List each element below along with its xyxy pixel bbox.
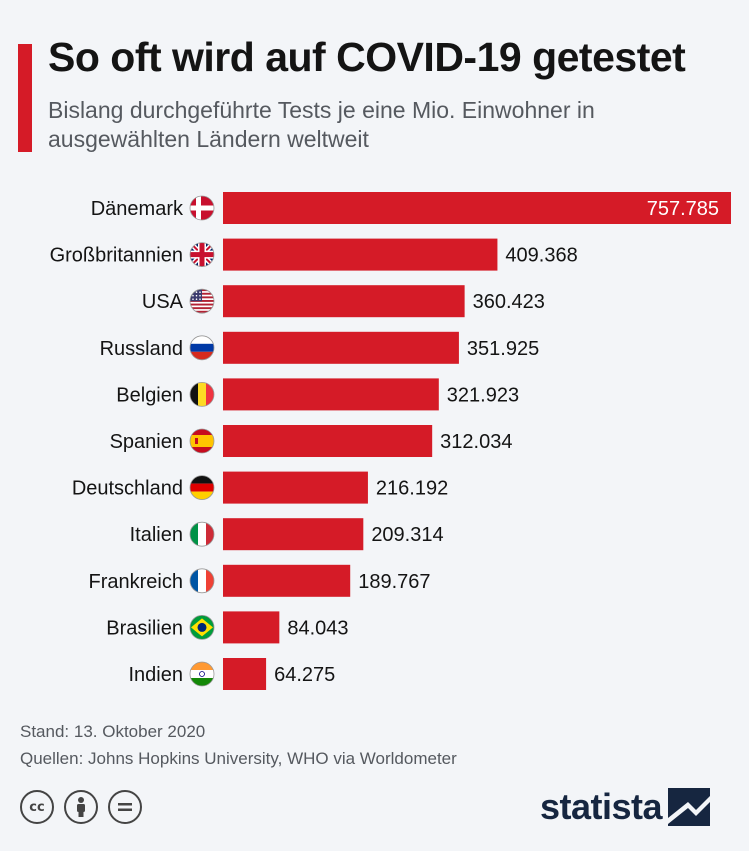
license-icons: cc bbox=[20, 790, 142, 824]
category-label: Russland bbox=[100, 338, 183, 360]
chart-subtitle: Bislang durchgeführte Tests je eine Mio.… bbox=[48, 97, 595, 152]
bar bbox=[223, 518, 364, 551]
category-label: Indien bbox=[129, 664, 184, 686]
bar bbox=[223, 425, 433, 457]
value-label: 209.314 bbox=[371, 524, 443, 546]
statista-logo-icon bbox=[668, 788, 711, 826]
footer-date: Stand: 13. Oktober 2020 bbox=[20, 722, 206, 741]
category-label: Spanien bbox=[110, 431, 183, 453]
flag-belgium-icon bbox=[189, 381, 215, 407]
flag-india-icon bbox=[189, 661, 215, 687]
flag-uk-icon bbox=[189, 242, 215, 267]
bar bbox=[223, 238, 498, 271]
category-label: Großbritannien bbox=[50, 245, 183, 267]
flag-denmark-icon bbox=[189, 195, 215, 221]
bar bbox=[223, 611, 280, 644]
category-label: Italien bbox=[130, 524, 183, 546]
value-label: 64.275 bbox=[274, 664, 335, 686]
statista-logo[interactable]: statista bbox=[540, 786, 711, 828]
value-label: 757.785 bbox=[647, 198, 719, 220]
value-label: 351.925 bbox=[467, 338, 539, 360]
bar-chart: Dänemark 757.785 Großbritannien 409.368 USA 3… bbox=[50, 192, 731, 690]
title-accent-bar bbox=[18, 44, 32, 152]
category-label: USA bbox=[142, 291, 184, 313]
value-label: 312.034 bbox=[440, 431, 512, 453]
value-label: 360.423 bbox=[473, 291, 545, 313]
flag-spain-icon bbox=[189, 428, 215, 454]
category-label: Brasilien bbox=[106, 617, 183, 639]
cc-icon[interactable]: cc bbox=[20, 790, 54, 824]
bar bbox=[223, 192, 731, 224]
bar bbox=[223, 331, 459, 364]
value-label: 216.192 bbox=[376, 478, 448, 500]
value-label: 189.767 bbox=[358, 571, 430, 593]
value-label: 321.923 bbox=[447, 384, 519, 406]
flag-brazil-icon bbox=[189, 614, 215, 640]
flag-usa-icon bbox=[189, 288, 215, 314]
flag-germany-icon bbox=[189, 475, 215, 501]
bar bbox=[223, 471, 368, 504]
bar bbox=[223, 285, 465, 318]
category-label: Dänemark bbox=[91, 198, 184, 220]
flag-italy-icon bbox=[189, 521, 215, 547]
no-derivatives-icon[interactable] bbox=[108, 790, 142, 824]
category-label: Belgien bbox=[116, 384, 183, 406]
attribution-icon[interactable] bbox=[64, 790, 98, 824]
category-label: Deutschland bbox=[72, 478, 183, 500]
flag-russia-icon bbox=[189, 335, 215, 361]
category-label: Frankreich bbox=[89, 571, 183, 593]
bar bbox=[223, 658, 267, 690]
statista-logo-text: statista bbox=[540, 786, 663, 827]
footer-sources: Quellen: Johns Hopkins University, WHO v… bbox=[20, 749, 457, 768]
value-label: 84.043 bbox=[287, 617, 348, 639]
flag-france-icon bbox=[189, 568, 215, 594]
value-label: 409.368 bbox=[505, 245, 577, 267]
bar bbox=[223, 378, 439, 411]
bar bbox=[223, 564, 351, 597]
chart-title: So oft wird auf COVID-19 getestet bbox=[48, 34, 686, 80]
